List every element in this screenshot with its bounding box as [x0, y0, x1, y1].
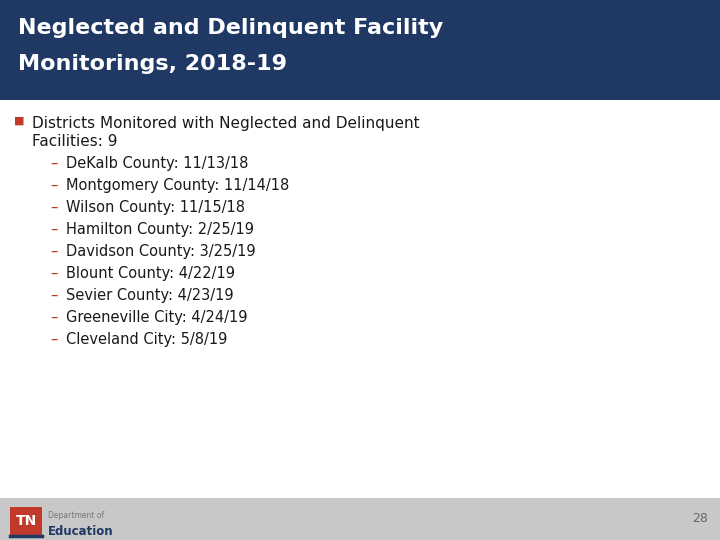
Text: –: – — [50, 244, 58, 259]
Text: –: – — [50, 266, 58, 281]
Text: Montgomery County: 11/14/18: Montgomery County: 11/14/18 — [66, 178, 289, 193]
Text: Neglected and Delinquent Facility: Neglected and Delinquent Facility — [18, 18, 444, 38]
Text: –: – — [50, 200, 58, 215]
Text: Facilities: 9: Facilities: 9 — [32, 134, 117, 149]
Text: Cleveland City: 5/8/19: Cleveland City: 5/8/19 — [66, 332, 228, 347]
Text: Department of: Department of — [48, 511, 104, 520]
Text: –: – — [50, 178, 58, 193]
Text: DeKalb County: 11/13/18: DeKalb County: 11/13/18 — [66, 156, 248, 171]
Text: –: – — [50, 332, 58, 347]
Text: –: – — [50, 310, 58, 325]
Text: Davidson County: 3/25/19: Davidson County: 3/25/19 — [66, 244, 256, 259]
Text: ■: ■ — [14, 116, 24, 126]
Text: –: – — [50, 222, 58, 237]
Text: Sevier County: 4/23/19: Sevier County: 4/23/19 — [66, 288, 233, 303]
Text: Wilson County: 11/15/18: Wilson County: 11/15/18 — [66, 200, 245, 215]
Text: –: – — [50, 288, 58, 303]
Text: Blount County: 4/22/19: Blount County: 4/22/19 — [66, 266, 235, 281]
Text: –: – — [50, 156, 58, 171]
Text: TN: TN — [15, 514, 37, 528]
Text: Districts Monitored with Neglected and Delinquent: Districts Monitored with Neglected and D… — [32, 116, 420, 131]
Text: Education: Education — [48, 525, 114, 538]
Text: Hamilton County: 2/25/19: Hamilton County: 2/25/19 — [66, 222, 254, 237]
Bar — [0, 498, 720, 540]
Text: Greeneville City: 4/24/19: Greeneville City: 4/24/19 — [66, 310, 248, 325]
Text: 28: 28 — [692, 512, 708, 525]
Text: Monitorings, 2018-19: Monitorings, 2018-19 — [18, 54, 287, 74]
Bar — [10, 507, 42, 535]
Bar — [0, 0, 720, 100]
